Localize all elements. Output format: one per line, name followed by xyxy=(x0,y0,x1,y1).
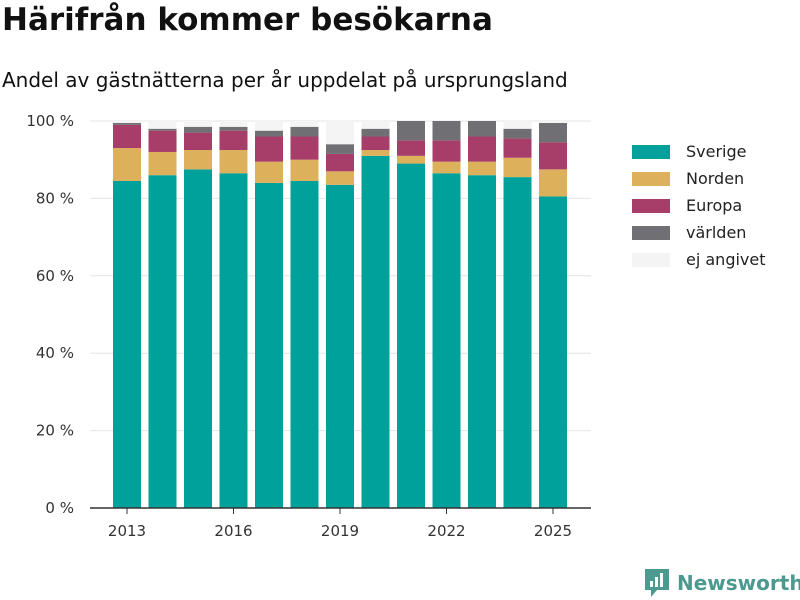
bar-segment xyxy=(361,150,390,156)
legend-swatch xyxy=(632,171,670,186)
bar-segment xyxy=(397,163,425,508)
legend-label: Sverige xyxy=(686,142,747,161)
bar-segment xyxy=(361,121,390,129)
bar-segment xyxy=(290,159,319,181)
legend-label: Norden xyxy=(686,169,745,188)
bar-segment xyxy=(255,161,283,183)
bar-segment xyxy=(290,136,319,160)
y-tick-label: 80 % xyxy=(36,189,74,207)
bar-segment xyxy=(219,173,248,508)
bar-segment xyxy=(113,180,141,509)
bar-segment xyxy=(219,130,248,151)
bar-segment xyxy=(468,136,496,162)
bar-segment xyxy=(184,132,212,151)
legend: Sverige Norden Europa världen ej angivet xyxy=(632,138,766,273)
bar-segment xyxy=(290,180,319,509)
bar-segment xyxy=(503,177,532,509)
legend-label: Europa xyxy=(686,196,743,215)
bar-segment xyxy=(148,130,177,152)
bar-segment xyxy=(539,121,567,123)
bar-segment xyxy=(397,140,425,156)
bar-segment xyxy=(184,126,212,133)
legend-label: ej angivet xyxy=(686,250,766,269)
bar-segment xyxy=(184,169,212,508)
bar-segment xyxy=(361,155,390,508)
legend-item: Sverige xyxy=(632,138,766,165)
brand: Newsworthy xyxy=(644,568,800,598)
bar-segment xyxy=(255,182,283,509)
x-tick-label: 2025 xyxy=(534,522,572,540)
y-tick-label: 20 % xyxy=(36,422,74,440)
bar-segment xyxy=(113,124,141,149)
bar-segment xyxy=(361,136,390,151)
bar-segment xyxy=(219,121,248,127)
bar-segment xyxy=(468,161,496,176)
bars xyxy=(113,121,567,509)
bar-segment xyxy=(397,155,425,164)
bar-segment xyxy=(148,175,177,508)
brand-name: Newsworthy xyxy=(677,571,800,595)
bar-segment xyxy=(148,151,177,176)
legend-swatch xyxy=(632,144,670,159)
bar-segment xyxy=(184,150,212,170)
bar-segment xyxy=(361,128,390,137)
chart-title: Härifrån kommer besökarna xyxy=(2,2,493,38)
bar-segment xyxy=(432,173,461,508)
legend-item: ej angivet xyxy=(632,246,766,273)
bar-segment xyxy=(432,161,461,174)
bar-segment xyxy=(255,130,283,137)
x-tick-label: 2019 xyxy=(321,522,359,540)
bar-segment xyxy=(219,150,248,174)
legend-item: Europa xyxy=(632,192,766,219)
bar-segment xyxy=(290,126,319,137)
bar-segment xyxy=(326,121,354,145)
bar-segment xyxy=(113,122,141,125)
newsworthy-logo-icon xyxy=(645,569,669,597)
bar-segment xyxy=(148,121,177,129)
legend-item: Norden xyxy=(632,165,766,192)
bar-segment xyxy=(397,121,425,141)
axes: 0 % 20 % 40 % 60 % 80 % 100 % 2013 2016 2019 2022… xyxy=(26,112,591,540)
bar-segment xyxy=(113,121,141,123)
bar-segment xyxy=(326,153,354,172)
y-tick-label: 40 % xyxy=(36,344,74,362)
chart-subtitle: Andel av gästnätterna per år uppdelat på… xyxy=(2,68,568,92)
bar-segment xyxy=(148,128,177,131)
bar-segment xyxy=(503,157,532,178)
bar-segment xyxy=(432,121,461,141)
x-tick-label: 2013 xyxy=(108,522,146,540)
bar-segment xyxy=(326,171,354,185)
bar-segment xyxy=(468,175,496,508)
bar-segment xyxy=(539,142,567,170)
legend-item: världen xyxy=(632,219,766,246)
bar-segment xyxy=(503,138,532,158)
bar-segment xyxy=(503,128,532,139)
bar-segment xyxy=(326,184,354,509)
bar-segment xyxy=(113,148,141,181)
bar-segment xyxy=(255,121,283,131)
bar-segment xyxy=(503,121,532,129)
legend-swatch xyxy=(632,198,670,213)
bar-segment xyxy=(184,121,212,127)
bar-segment xyxy=(539,169,567,197)
bar-segment xyxy=(219,126,248,131)
bar-segment xyxy=(290,121,319,127)
y-tick-label: 100 % xyxy=(26,112,74,130)
x-tick-label: 2022 xyxy=(427,522,465,540)
bar-segment xyxy=(539,122,567,143)
x-tick-label: 2016 xyxy=(214,522,252,540)
legend-swatch xyxy=(632,252,670,267)
legend-label: världen xyxy=(686,223,747,242)
bar-segment xyxy=(326,144,354,154)
bar-segment xyxy=(468,121,496,137)
legend-swatch xyxy=(632,225,670,240)
bar-segment xyxy=(539,196,567,508)
bar-segment xyxy=(255,136,283,162)
bar-segment xyxy=(432,140,461,162)
y-tick-label: 60 % xyxy=(36,267,74,285)
y-tick-label: 0 % xyxy=(45,499,74,517)
